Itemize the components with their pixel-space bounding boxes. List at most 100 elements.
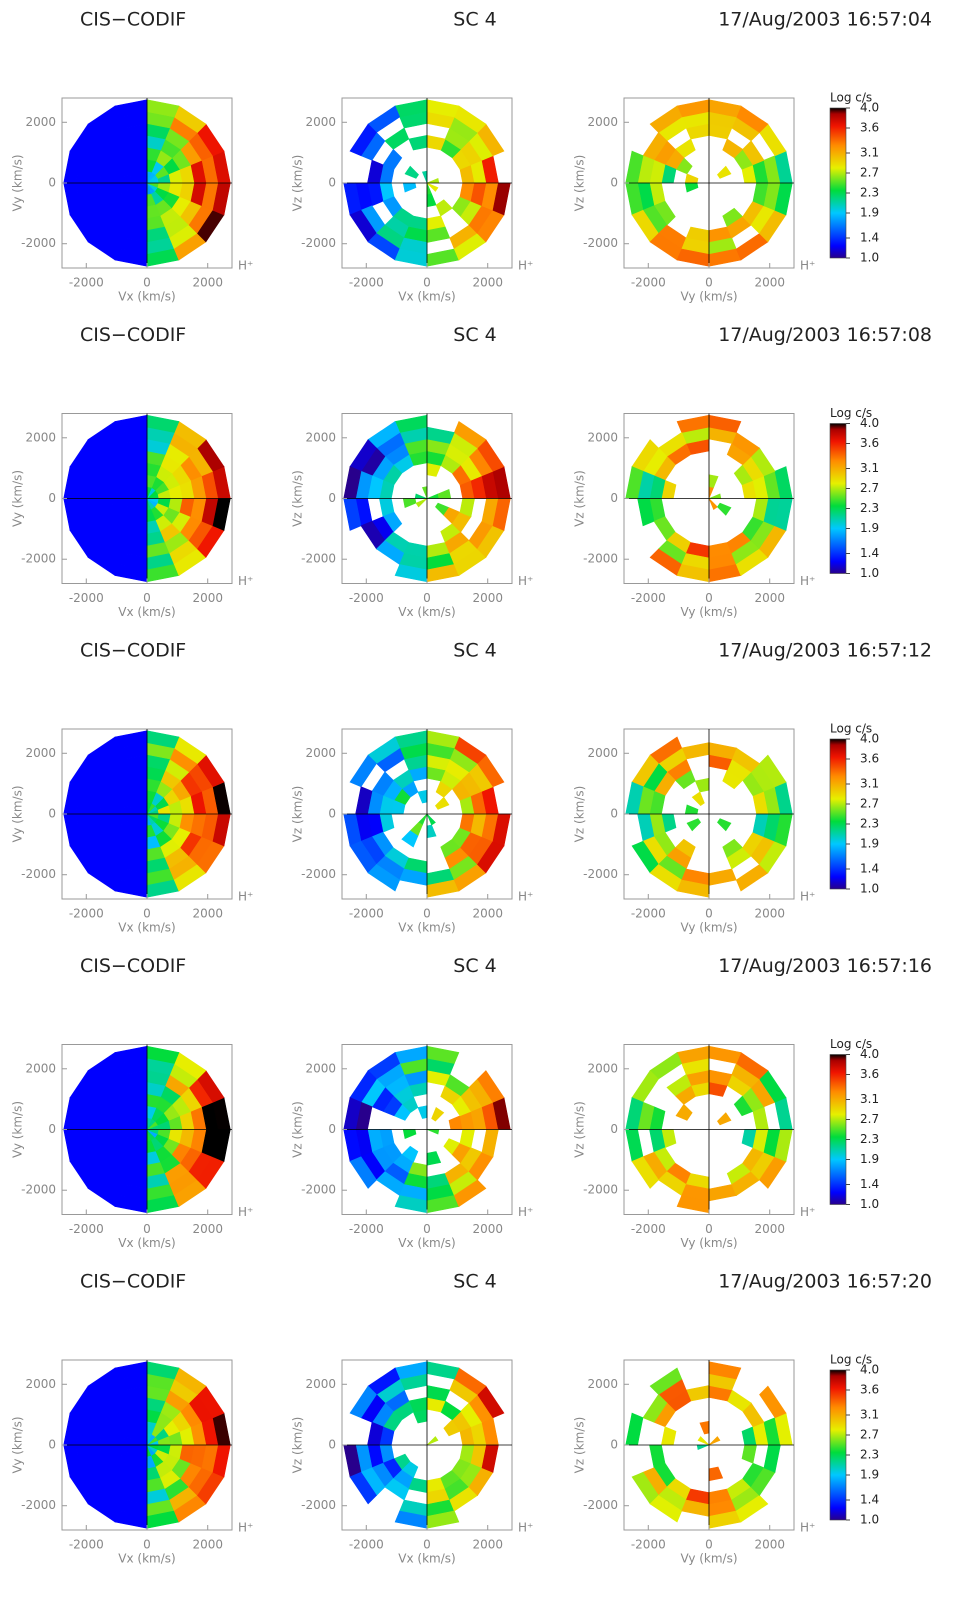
image-cell <box>708 1436 721 1446</box>
image-cell <box>481 1129 499 1158</box>
image-cell <box>631 1156 659 1189</box>
colorbar-tick-label: 2.3 <box>860 1132 879 1146</box>
y-tick-label: 0 <box>610 176 618 190</box>
x-tick-label: 2000 <box>192 1222 223 1236</box>
distribution-image <box>343 730 511 898</box>
colorbar-tick-label: 2.3 <box>860 817 879 831</box>
instrument: CIS−CODIF <box>80 1271 186 1293</box>
x-tick-label: 2000 <box>192 907 223 921</box>
species-label: H⁺ <box>800 890 815 904</box>
x-tick-label: 0 <box>705 1538 713 1552</box>
colorbar-tick-label: 1.9 <box>860 206 879 220</box>
x-tick-label: 0 <box>143 1222 151 1236</box>
y-axis-label: Vz (km/s) <box>573 786 587 843</box>
y-tick-label: -2000 <box>583 236 618 250</box>
y-tick-label: 2000 <box>305 1377 336 1391</box>
x-tick-label: 2000 <box>192 591 223 605</box>
x-axis-label: Vx (km/s) <box>398 921 455 935</box>
x-axis-label: Vy (km/s) <box>680 921 737 935</box>
y-tick-label: 0 <box>328 807 336 821</box>
colorbar-tick-label: 3.6 <box>860 1383 879 1397</box>
y-tick-label: 2000 <box>25 430 56 444</box>
x-tick-label: 0 <box>423 276 431 290</box>
colorbar <box>829 1054 847 1205</box>
image-cell <box>435 796 450 810</box>
colorbar-tick-label: 1.4 <box>860 862 879 876</box>
colorbar-tick-label: 1.4 <box>860 1177 879 1191</box>
image-cell <box>384 127 410 150</box>
colorbar-tick-label: 2.7 <box>860 797 879 811</box>
x-axis-label: Vy (km/s) <box>680 1552 737 1566</box>
distribution-image <box>625 736 793 898</box>
image-cell <box>431 1107 445 1122</box>
distribution-image <box>63 414 231 583</box>
colorbar-tick-label: 4.0 <box>860 1363 879 1377</box>
colorbar-tick-label: 3.1 <box>860 146 879 160</box>
x-tick-label: 2000 <box>754 276 785 290</box>
colorbar-tick-label: 2.3 <box>860 501 879 515</box>
colorbar-tick-label: 3.6 <box>860 752 879 766</box>
image-cell <box>686 818 701 832</box>
y-axis-label: Vz (km/s) <box>573 155 587 212</box>
image-cell <box>349 754 377 788</box>
y-tick-label: 2000 <box>587 1061 618 1075</box>
x-axis-label: Vx (km/s) <box>118 290 175 304</box>
y-tick-label: 2000 <box>305 115 336 129</box>
y-tick-label: 2000 <box>587 115 618 129</box>
x-axis-label: Vy (km/s) <box>680 1236 737 1250</box>
image-cell <box>649 1367 683 1395</box>
colorbar-tick-label: 3.6 <box>860 436 879 450</box>
y-axis-label: Vz (km/s) <box>291 1101 305 1158</box>
image-cell <box>741 1444 757 1464</box>
image-cell <box>708 1045 742 1064</box>
spacecraft: SC 4 <box>453 640 496 662</box>
image-cell <box>401 830 419 848</box>
image-cell <box>349 123 377 157</box>
y-tick-label: -2000 <box>21 1498 56 1512</box>
colorbar-tick-label: 1.0 <box>860 882 879 896</box>
x-tick-label: 2000 <box>472 276 503 290</box>
spacecraft: SC 4 <box>453 9 496 31</box>
species-label: H⁺ <box>800 1205 815 1219</box>
instrument: CIS−CODIF <box>80 9 186 31</box>
x-tick-label: -2000 <box>631 591 666 605</box>
image-cell <box>708 498 718 510</box>
image-cell <box>699 1420 710 1435</box>
x-tick-label: 2000 <box>754 907 785 921</box>
image-cell <box>402 182 417 193</box>
timestamp: 17/Aug/2003 16:57:12 <box>718 640 932 662</box>
x-tick-label: -2000 <box>631 907 666 921</box>
y-tick-label: 0 <box>48 1438 56 1452</box>
image-cell <box>404 165 419 179</box>
image-cell <box>631 1070 659 1103</box>
colorbar-tick-label: 2.7 <box>860 1112 879 1126</box>
image-cell <box>708 1466 724 1482</box>
image-cell <box>437 488 452 499</box>
y-tick-label: 0 <box>328 1122 336 1136</box>
distribution-image <box>343 99 511 267</box>
colorbar-tick-label: 1.0 <box>860 1197 879 1211</box>
species-label: H⁺ <box>800 574 815 588</box>
image-cell <box>691 791 705 806</box>
colorbar-tick-label: 2.7 <box>860 166 879 180</box>
colorbar-label: Log c/s <box>830 1037 872 1051</box>
x-tick-label: 0 <box>423 907 431 921</box>
distribution-image <box>625 99 793 267</box>
image-cell <box>426 824 437 839</box>
y-tick-label: -2000 <box>583 552 618 566</box>
y-axis-label: Vy (km/s) <box>11 785 25 842</box>
x-tick-label: 2000 <box>754 1222 785 1236</box>
y-tick-label: -2000 <box>21 552 56 566</box>
y-tick-label: 0 <box>610 807 618 821</box>
x-tick-label: 2000 <box>754 1538 785 1552</box>
y-tick-label: 2000 <box>25 1377 56 1391</box>
colorbar-label: Log c/s <box>830 1353 872 1367</box>
image-cell <box>708 474 719 488</box>
image-cell <box>426 1129 440 1135</box>
y-tick-label: 2000 <box>305 430 336 444</box>
species-label: H⁺ <box>518 890 533 904</box>
y-axis-label: Vz (km/s) <box>291 1417 305 1474</box>
colorbar-tick-label: 1.9 <box>860 837 879 851</box>
x-axis-label: Vx (km/s) <box>398 605 455 619</box>
y-axis-label: Vz (km/s) <box>573 1417 587 1474</box>
